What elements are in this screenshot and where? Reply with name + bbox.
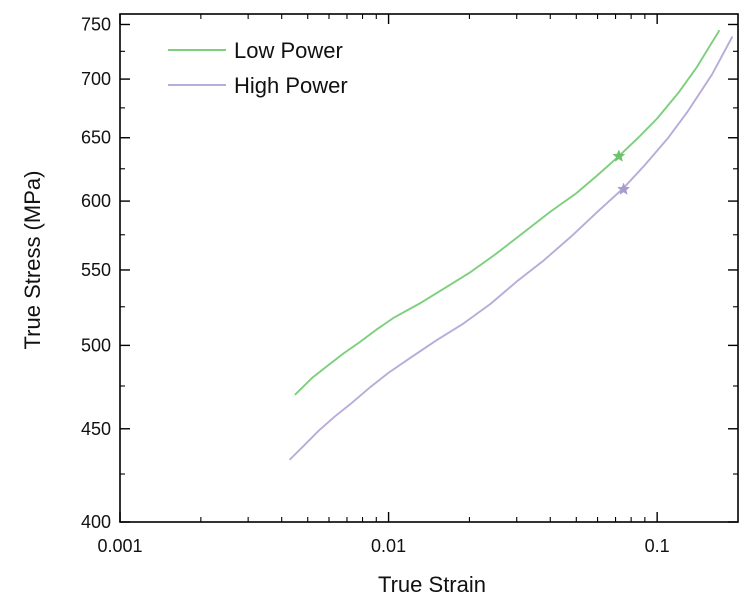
x-axis-ticks: 0.001 0.01 0.1 (97, 14, 670, 556)
axes-frame (119, 13, 739, 523)
legend-label-low-power: Low Power (234, 38, 343, 63)
y-axis-title: True Stress (MPa) (20, 171, 45, 350)
x-tick-label: 0.001 (97, 536, 142, 556)
series-line-low-power (294, 29, 720, 396)
y-tick-label: 600 (81, 191, 111, 211)
y-tick-label: 500 (81, 335, 111, 355)
legend: Low Power High Power (168, 38, 348, 98)
y-tick-label: 450 (81, 419, 111, 439)
y-tick-label: 750 (81, 14, 111, 34)
series-marker-low-power-star-icon (612, 149, 626, 162)
y-tick-label: 400 (81, 512, 111, 532)
x-tick-label: 0.01 (371, 536, 406, 556)
y-tick-label: 650 (81, 128, 111, 148)
x-tick-label: 0.1 (645, 536, 670, 556)
y-axis-ticks: 400 450 500 550 600 650 700 750 (81, 14, 738, 532)
plot-series (289, 29, 733, 461)
plot-frame (119, 13, 739, 523)
series-marker-high-power-star-icon (617, 182, 631, 195)
x-axis-title: True Strain (378, 572, 486, 597)
y-tick-label: 550 (81, 260, 111, 280)
series-line-high-power (289, 36, 733, 461)
y-tick-label: 700 (81, 69, 111, 89)
legend-label-high-power: High Power (234, 73, 348, 98)
